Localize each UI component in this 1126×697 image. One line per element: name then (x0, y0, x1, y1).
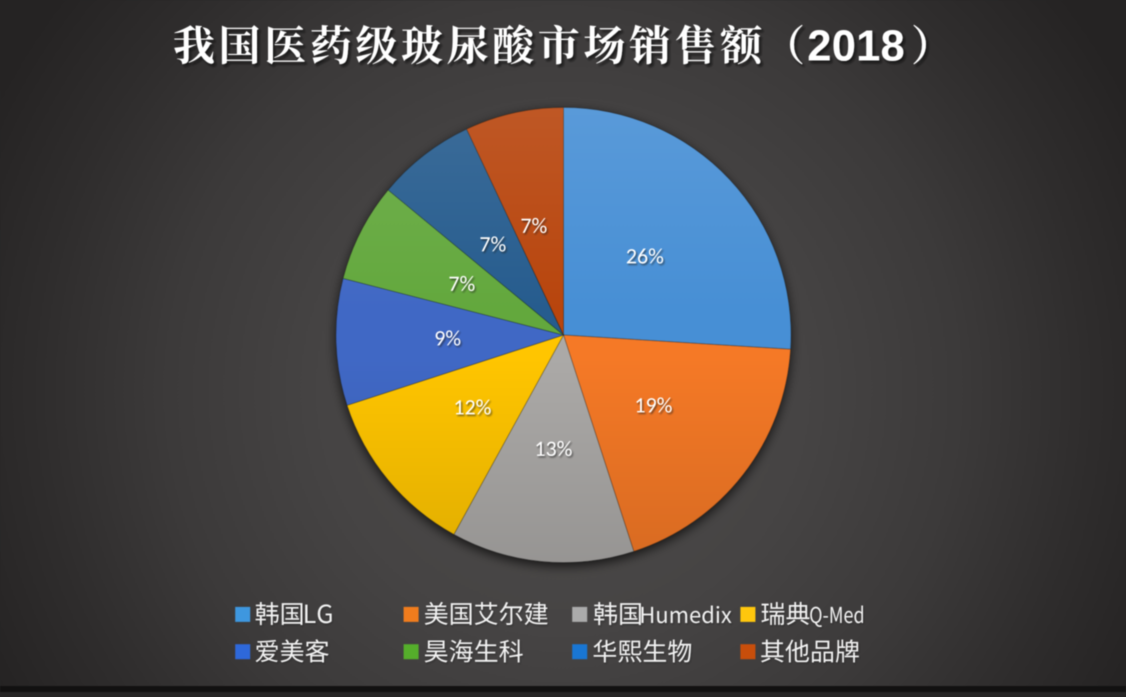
svg-text:2018: 2018 (807, 22, 905, 70)
